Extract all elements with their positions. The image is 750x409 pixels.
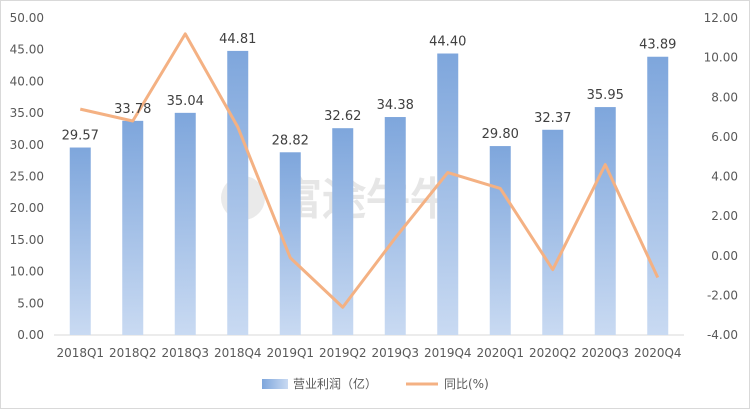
bar xyxy=(122,120,144,335)
x-tick-label: 2019Q2 xyxy=(319,346,367,360)
x-tick-label: 2019Q4 xyxy=(424,346,472,360)
x-tick-label: 2020Q2 xyxy=(529,346,577,360)
bar xyxy=(332,128,354,335)
bar xyxy=(384,117,406,336)
data-label: 32.37 xyxy=(534,111,571,126)
y-right-tick-label: 10.00 xyxy=(704,51,738,65)
bar xyxy=(489,146,511,335)
x-tick-label: 2020Q4 xyxy=(634,346,682,360)
y-right-tick-label: 12.00 xyxy=(704,11,738,25)
y-left-tick-label: 40.00 xyxy=(10,74,44,88)
y-left-tick-label: 45.00 xyxy=(10,43,44,57)
bar xyxy=(174,112,196,335)
y-left-tick-label: 5.00 xyxy=(17,296,44,310)
x-tick-label: 2020Q3 xyxy=(581,346,629,360)
bar xyxy=(279,152,301,335)
y-left-tick-label: 30.00 xyxy=(10,138,44,152)
data-label: 33.78 xyxy=(114,102,151,117)
legend-swatch-bar xyxy=(262,379,288,389)
bar xyxy=(227,50,249,335)
data-label: 35.04 xyxy=(167,94,204,109)
y-right-tick-label: 8.00 xyxy=(711,90,738,104)
data-label: 28.82 xyxy=(272,133,309,148)
bar xyxy=(437,53,459,336)
y-left-tick-label: 50.00 xyxy=(10,11,44,25)
y-left-tick-label: 0.00 xyxy=(17,328,44,342)
legend: 营业利润（亿） 同比(%) xyxy=(262,376,489,391)
data-label: 29.80 xyxy=(482,127,519,142)
y-right-tick-label: 2.00 xyxy=(711,209,738,223)
legend-label-bar: 营业利润（亿） xyxy=(293,376,377,391)
data-label: 35.95 xyxy=(587,88,624,103)
x-tick-label: 2018Q2 xyxy=(109,346,157,360)
y-left-tick-label: 10.00 xyxy=(10,265,44,279)
y-right-tick-label: 4.00 xyxy=(711,170,738,184)
bar xyxy=(647,56,669,336)
x-tick-label: 2019Q3 xyxy=(371,346,419,360)
x-tick-label: 2018Q3 xyxy=(161,346,209,360)
y-right-tick-label: 6.00 xyxy=(711,130,738,144)
data-label: 34.38 xyxy=(377,98,414,113)
data-label: 44.40 xyxy=(429,35,466,50)
bar xyxy=(69,147,91,335)
y-left-tick-label: 20.00 xyxy=(10,201,44,215)
y-right-tick-label: 0.00 xyxy=(711,249,738,263)
y-left-tick-label: 25.00 xyxy=(10,170,44,184)
y-right-tick-label: -2.00 xyxy=(707,288,738,302)
data-label: 43.89 xyxy=(639,38,676,53)
x-tick-label: 2018Q1 xyxy=(56,346,104,360)
x-tick-label: 2020Q1 xyxy=(476,346,524,360)
bar xyxy=(542,129,564,335)
data-label: 32.62 xyxy=(324,109,361,124)
y-left-tick-label: 35.00 xyxy=(10,106,44,120)
x-tick-label: 2018Q4 xyxy=(214,346,262,360)
bar xyxy=(594,107,616,336)
y-left-tick-label: 15.00 xyxy=(10,233,44,247)
x-tick-label: 2019Q1 xyxy=(266,346,314,360)
y-right-tick-label: -4.00 xyxy=(707,328,738,342)
legend-label-line: 同比(%) xyxy=(444,377,489,391)
data-label: 44.81 xyxy=(219,32,256,47)
data-label: 29.57 xyxy=(62,129,99,144)
yoy-line xyxy=(79,32,660,309)
